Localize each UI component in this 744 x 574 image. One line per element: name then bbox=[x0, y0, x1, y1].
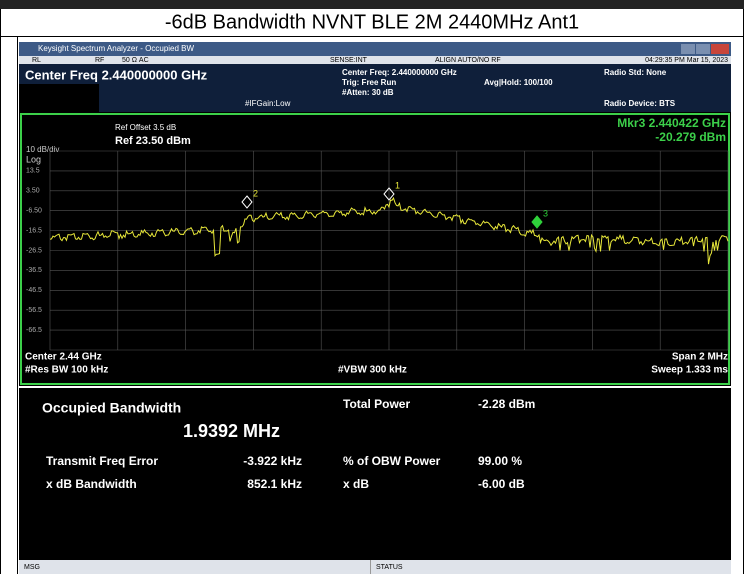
result: -6.00 dB bbox=[478, 477, 525, 491]
status-item: ALIGN AUTO/NO RF bbox=[435, 57, 501, 64]
win-close[interactable] bbox=[711, 44, 729, 54]
status-row bbox=[19, 56, 731, 64]
y-label: 13.5 bbox=[26, 168, 40, 175]
footer: Center 2.44 GHz bbox=[25, 352, 102, 363]
marker bbox=[531, 215, 543, 229]
radio: Radio Std: None bbox=[604, 68, 667, 77]
info-panel bbox=[19, 64, 731, 112]
window-title: Keysight Spectrum Analyzer - Occupied BW bbox=[38, 44, 195, 53]
result: 99.00 % bbox=[478, 454, 522, 468]
ref-level: Ref 23.50 dBm bbox=[115, 135, 191, 147]
footer: Sweep 1.333 ms bbox=[651, 365, 728, 376]
marker-label: 3 bbox=[543, 208, 548, 218]
if-gain: #IFGain:Low bbox=[245, 99, 291, 108]
y-label: -46.5 bbox=[26, 287, 42, 294]
doc-title: -6dB Bandwidth NVNT BLE 2M 2440MHz Ant1 bbox=[165, 11, 579, 33]
status-item: 04:29:35 PM Mar 15, 2023 bbox=[645, 57, 728, 64]
y-label: -6.50 bbox=[26, 208, 42, 215]
statusbar-item: STATUS bbox=[376, 564, 403, 571]
marker-readout: Mkr3 2.440422 GHz bbox=[617, 116, 726, 130]
setting: Center Freq: 2.440000000 GHz bbox=[342, 68, 457, 77]
scale-type: Log bbox=[26, 154, 41, 164]
result: x dB bbox=[343, 477, 369, 491]
y-label: 3.50 bbox=[26, 188, 40, 195]
result: Transmit Freq Error bbox=[46, 454, 158, 468]
obw: 1.9392 MHz bbox=[183, 421, 280, 441]
center-freq: Center Freq 2.440000000 GHz bbox=[25, 67, 208, 82]
y-label: -56.5 bbox=[26, 307, 42, 314]
status-item: 50 Ω AC bbox=[122, 57, 149, 64]
statusbar bbox=[19, 560, 731, 574]
results-bg bbox=[19, 388, 731, 560]
grid: 13.5 3.50 -6.50 -16.5 -26.5 -36.5 -46.5 -56.5 -6… bbox=[26, 150, 729, 351]
status-item: RF bbox=[95, 57, 104, 64]
statusbar-item: MSG bbox=[24, 564, 40, 571]
result: Total Power bbox=[343, 397, 410, 411]
y-label: -66.5 bbox=[26, 327, 42, 334]
radio: Radio Device: BTS bbox=[604, 99, 676, 108]
footer: #VBW 300 kHz bbox=[338, 365, 407, 376]
ref-offset: Ref Offset 3.5 dB bbox=[115, 123, 176, 132]
marker-label: 1 bbox=[395, 180, 400, 190]
top-strip bbox=[0, 0, 744, 9]
info-box bbox=[19, 84, 99, 112]
y-label: -16.5 bbox=[26, 227, 42, 234]
result: % of OBW Power bbox=[343, 454, 441, 468]
win-btn[interactable] bbox=[696, 44, 710, 54]
marker bbox=[241, 195, 253, 209]
title-bar bbox=[19, 42, 731, 56]
marker bbox=[383, 187, 395, 201]
marker-label: 2 bbox=[253, 188, 258, 198]
result: 852.1 kHz bbox=[247, 477, 302, 491]
trace bbox=[49, 196, 729, 265]
results-heading: Occupied Bandwidth bbox=[42, 400, 181, 416]
result: -2.28 dBm bbox=[478, 397, 535, 411]
y-label: -36.5 bbox=[26, 267, 42, 274]
y-label: -26.5 bbox=[26, 247, 42, 254]
graph-bg bbox=[19, 112, 731, 386]
result: -3.922 kHz bbox=[243, 454, 302, 468]
win-btn[interactable] bbox=[681, 44, 695, 54]
status-item: RL bbox=[32, 57, 41, 64]
setting: Trig: Free Run bbox=[342, 78, 396, 87]
setting: #Atten: 30 dB bbox=[342, 88, 394, 97]
footer: Span 2 MHz bbox=[672, 352, 728, 363]
result: x dB Bandwidth bbox=[46, 477, 137, 491]
setting: Avg|Hold: 100/100 bbox=[484, 78, 553, 87]
scale: 10 dB/div bbox=[26, 145, 59, 154]
footer: #Res BW 100 kHz bbox=[25, 365, 108, 376]
marker-readout: -20.279 dBm bbox=[655, 130, 726, 144]
status-item: SENSE:INT bbox=[330, 57, 368, 64]
graph-frame bbox=[20, 113, 730, 385]
